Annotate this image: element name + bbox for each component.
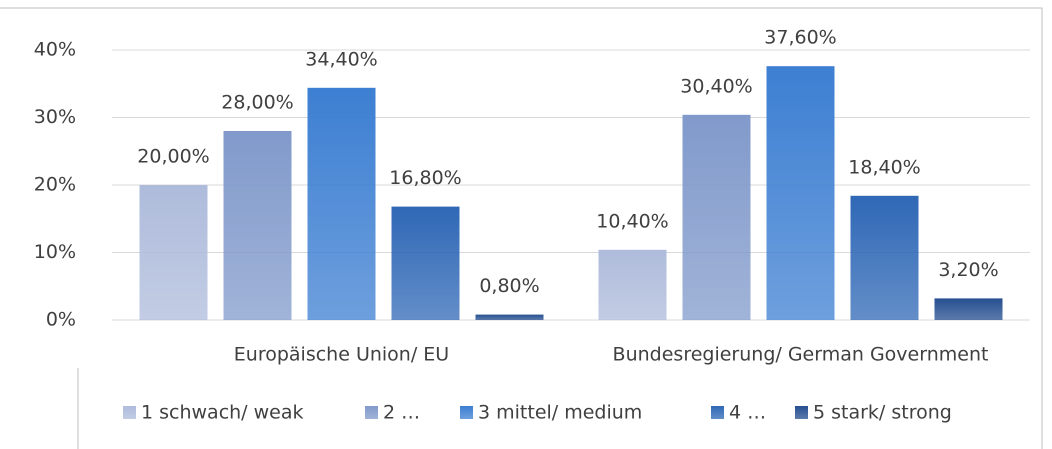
value-label: 0,80% bbox=[479, 275, 539, 297]
y-tick-label: 40% bbox=[34, 39, 76, 61]
value-label: 37,60% bbox=[764, 27, 836, 49]
bar bbox=[307, 87, 376, 320]
value-label: 34,40% bbox=[305, 48, 377, 70]
y-tick-label: 30% bbox=[34, 106, 76, 128]
legend-swatch bbox=[365, 406, 378, 419]
bar bbox=[766, 66, 835, 320]
value-label: 16,80% bbox=[389, 167, 461, 189]
legend-label: 1 schwach/ weak bbox=[141, 402, 304, 424]
x-tick-label: Europäische Union/ EU bbox=[234, 344, 449, 366]
bar bbox=[139, 185, 208, 320]
legend-swatch bbox=[795, 406, 808, 419]
legend-label: 3 mittel/ medium bbox=[478, 402, 642, 424]
legend-label: 5 stark/ strong bbox=[813, 402, 952, 424]
x-tick-label: Bundesregierung/ German Government bbox=[613, 344, 989, 366]
value-label: 30,40% bbox=[680, 75, 752, 97]
value-label: 10,40% bbox=[596, 210, 668, 232]
value-label: 3,20% bbox=[938, 259, 998, 281]
y-tick-label: 0% bbox=[46, 309, 76, 331]
bar bbox=[598, 249, 667, 320]
legend-swatch bbox=[460, 406, 473, 419]
chart-frame bbox=[0, 7, 1043, 449]
bar bbox=[223, 131, 292, 320]
bar bbox=[934, 298, 1003, 320]
legend-label: 2 … bbox=[383, 402, 420, 424]
y-tick-label: 10% bbox=[34, 241, 76, 263]
value-label: 28,00% bbox=[221, 92, 293, 114]
value-label: 20,00% bbox=[137, 146, 209, 168]
y-tick-label: 20% bbox=[34, 174, 76, 196]
bar bbox=[475, 314, 544, 320]
bar bbox=[682, 114, 751, 320]
legend-label: 4 … bbox=[729, 402, 766, 424]
bar bbox=[391, 206, 460, 320]
value-label: 18,40% bbox=[848, 156, 920, 178]
bar bbox=[850, 195, 919, 320]
legend-swatch bbox=[123, 406, 136, 419]
legend-swatch bbox=[711, 406, 724, 419]
